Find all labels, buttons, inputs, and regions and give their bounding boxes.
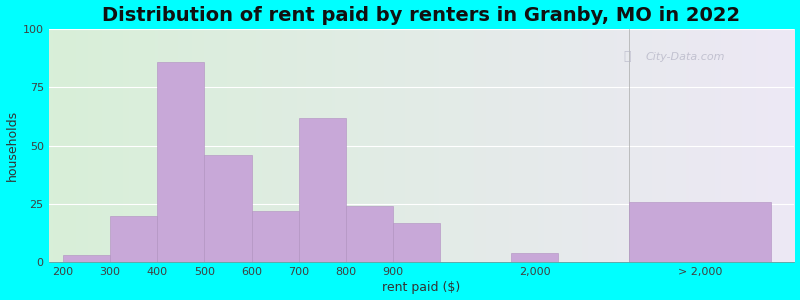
Text: ⦿: ⦿ [623, 50, 630, 63]
X-axis label: rent paid ($): rent paid ($) [382, 281, 461, 294]
Bar [393, 223, 440, 262]
Bar [346, 206, 393, 262]
Bar [511, 253, 558, 262]
Title: Distribution of rent paid by renters in Granby, MO in 2022: Distribution of rent paid by renters in … [102, 6, 741, 25]
Bar [204, 155, 251, 262]
Bar [251, 211, 298, 262]
Bar [110, 216, 157, 262]
Bar [62, 255, 110, 262]
Text: City-Data.com: City-Data.com [646, 52, 725, 62]
Bar [298, 118, 346, 262]
Bar [630, 202, 771, 262]
Bar [157, 61, 204, 262]
Y-axis label: households: households [6, 110, 18, 181]
